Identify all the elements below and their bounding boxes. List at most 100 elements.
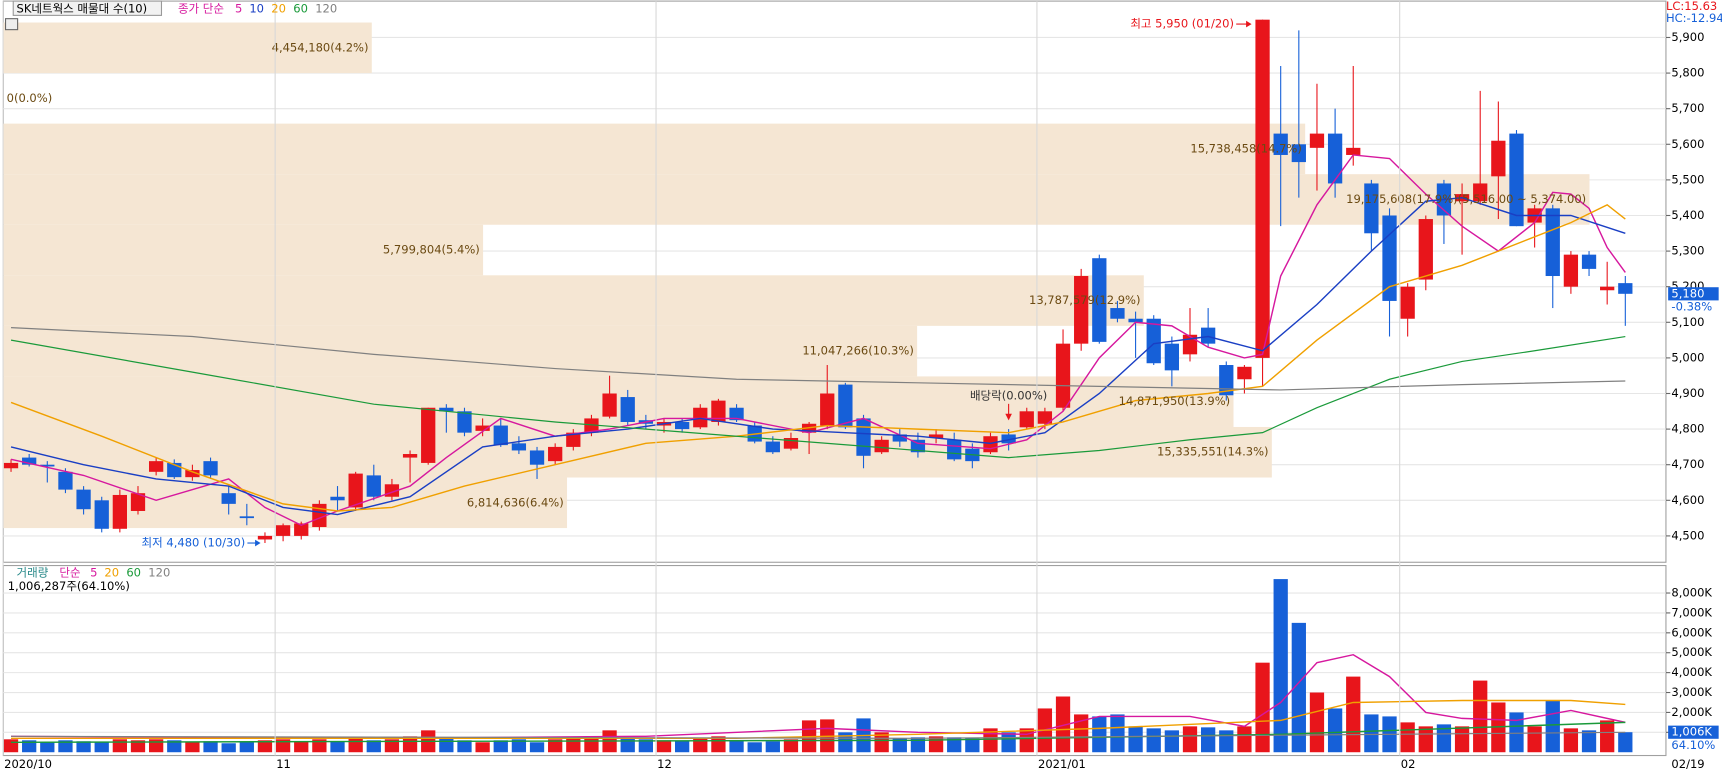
volume-bar	[1291, 622, 1306, 753]
candle-body	[693, 407, 708, 428]
y-tick-label: 5,900	[1671, 30, 1704, 44]
legend-entry: 5	[235, 1, 242, 15]
profile-label: 0(0.0%)	[7, 91, 53, 105]
candle-body	[765, 441, 780, 453]
volume-bar	[1019, 728, 1034, 753]
hc-label: HC:-12.94	[1666, 11, 1722, 25]
x-tick-label: 12	[657, 757, 672, 771]
ma-line	[11, 731, 1626, 739]
volume-bar	[1364, 714, 1379, 753]
ma-line	[10, 196, 1626, 516]
volume-bar	[584, 737, 599, 753]
volume-bar	[620, 738, 635, 753]
volume-bar	[1509, 712, 1524, 753]
table-icon[interactable]	[4, 18, 19, 31]
ma-line	[10, 203, 1626, 512]
candle-body	[874, 439, 889, 453]
candle-body	[1581, 254, 1597, 269]
y-tick-label: 4,700	[1671, 457, 1704, 471]
profile-bar	[3, 123, 1306, 175]
candle-body	[1255, 19, 1270, 358]
price-plot: 6,814,636(6.4%) 15,335,551(14.3%) 14,871,9…	[3, 19, 1666, 544]
volume-bar	[1527, 726, 1542, 753]
volume-bar	[58, 740, 73, 753]
candle-body	[1509, 133, 1524, 227]
candle-body	[892, 434, 907, 442]
candle-body	[620, 397, 635, 422]
y-tick-label: 7,000K	[1671, 605, 1712, 619]
y-tick-label: 3,000K	[1671, 685, 1712, 699]
profile-bar	[3, 22, 372, 74]
candle-body	[421, 407, 436, 463]
profile-label: 13,787,579(12.9%)	[1029, 293, 1141, 307]
candle-body	[783, 438, 799, 449]
candle-body	[674, 421, 690, 430]
legend-entry: 20	[104, 566, 119, 580]
candle-body	[402, 454, 418, 458]
ma-line	[10, 154, 1626, 527]
volume-title: 거래량	[17, 566, 49, 580]
candle-body	[275, 525, 291, 536]
last-price-box	[1668, 287, 1719, 301]
change-label: -0.38%	[1671, 299, 1712, 313]
volume-bar	[1128, 726, 1143, 753]
candle-body	[838, 384, 853, 428]
candle-body	[566, 432, 581, 447]
last-volume-box	[1668, 725, 1719, 739]
volume-bar	[674, 741, 690, 753]
y-tick-label: 4,800	[1671, 422, 1704, 436]
volume-pct-label: 64.10%	[1671, 738, 1715, 752]
volume-bar	[40, 742, 55, 753]
candle-body	[1110, 308, 1125, 319]
y-tick-label: 4,600	[1671, 493, 1704, 507]
candle-body	[1201, 327, 1216, 344]
candle-body	[511, 443, 527, 451]
candle-body	[148, 461, 164, 472]
volume-bar	[1146, 728, 1161, 753]
candle-body	[1563, 254, 1579, 287]
candle-body	[130, 493, 146, 511]
volume-bar	[874, 732, 889, 753]
volume-bar	[548, 739, 563, 753]
candle-body	[439, 407, 454, 412]
candle-body	[1128, 318, 1143, 323]
volume-bar	[1309, 692, 1325, 753]
volume-bar	[294, 741, 309, 753]
volume-bar	[1563, 728, 1579, 753]
volume-bar	[892, 738, 907, 753]
candle-body	[348, 473, 363, 508]
volume-bar	[1473, 680, 1488, 753]
volume-ma-title: 단순	[59, 566, 80, 580]
candle-body	[1055, 343, 1071, 408]
volume-bar	[1436, 724, 1452, 753]
profile-bar	[3, 174, 1590, 225]
legend-entry: 5	[90, 566, 97, 580]
ma-title: 종가 단순	[178, 1, 224, 15]
candle-body	[1600, 286, 1615, 291]
y-tick-label: 5,800	[1671, 66, 1704, 80]
candle-body	[475, 425, 490, 431]
ma-line	[11, 653, 1626, 740]
volume-bar	[783, 739, 799, 753]
volume-bar	[693, 738, 708, 753]
volume-bar	[1201, 727, 1216, 753]
candle-body	[203, 461, 218, 476]
title-box[interactable]	[12, 0, 163, 16]
x-tick-label: 11	[276, 757, 291, 771]
candle-body	[221, 493, 236, 504]
legend-entry: 20	[271, 1, 286, 15]
volume-bar	[1237, 726, 1252, 753]
legend-entry: 60	[126, 566, 141, 580]
y-tick-label: 5,500	[1671, 172, 1704, 186]
volume-bar	[838, 732, 853, 753]
volume-bar	[1327, 708, 1343, 753]
volume-bar	[1600, 720, 1615, 753]
y-tick-label: 4,900	[1671, 386, 1704, 400]
volume-bar	[185, 742, 200, 753]
volume-bar	[330, 741, 345, 753]
candle-body	[330, 496, 345, 501]
profile-bar	[3, 224, 484, 276]
last-date: 02/19	[1671, 757, 1704, 771]
volume-bar	[366, 740, 381, 753]
